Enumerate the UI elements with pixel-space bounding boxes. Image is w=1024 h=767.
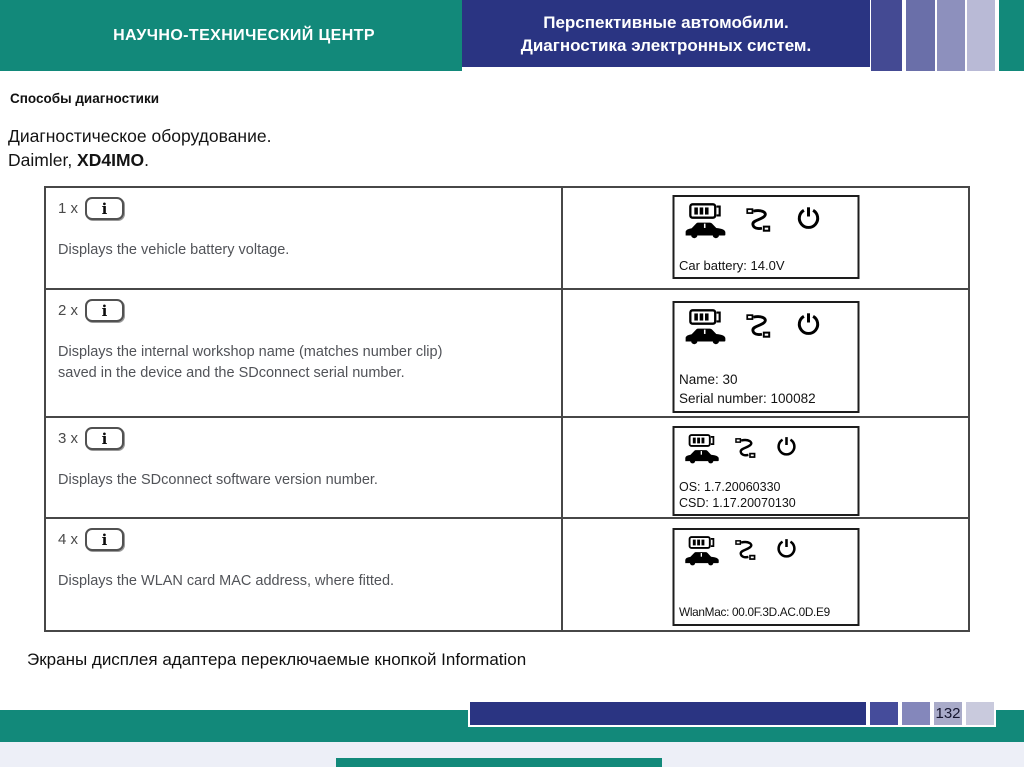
power-icon [776, 538, 796, 558]
info-button: i [85, 299, 125, 322]
org-title: НАУЧНО-ТЕХНИЧЕСКИЙ ЦЕНТР [113, 26, 375, 44]
battery-icon [688, 203, 721, 219]
screen-line: Car battery: 14.0V [679, 258, 785, 273]
header-stripe-teal [999, 0, 1024, 71]
screen-icon-bar [674, 303, 857, 345]
usb-cable-icon [734, 436, 756, 460]
screen-line: OS: 1.7.20060330 [679, 480, 781, 494]
brand-suffix: . [144, 150, 150, 170]
car-icon [685, 222, 725, 239]
car-icon [684, 450, 719, 464]
header-title-block: Перспективные автомобили. Диагностика эл… [462, 0, 870, 67]
screen-icon-bar [674, 197, 857, 239]
info-icon: i [101, 429, 108, 448]
header-org-block: НАУЧНО-ТЕХНИЧЕСКИЙ ЦЕНТР [0, 0, 462, 71]
bottom-teal-snippet [336, 758, 662, 767]
car-icon [684, 552, 719, 566]
table-caption: Экраны дисплея адаптера переключаемые кн… [27, 650, 527, 669]
press-count-label: 4 x [58, 531, 79, 548]
subtitle-block: Диагностическое оборудование. Daimler, X… [8, 124, 271, 172]
power-icon [776, 436, 796, 456]
device-screen: Car battery: 14.0V [672, 195, 859, 279]
device-screen: WlanMac: 00.0F.3D.AC.0D.E9 [672, 528, 859, 626]
header-bar: НАУЧНО-ТЕХНИЧЕСКИЙ ЦЕНТР Перспективные а… [0, 0, 1024, 71]
info-icon: i [101, 199, 108, 218]
page-number: 132 [935, 705, 961, 722]
battery-car-stack [682, 536, 721, 566]
footer-square-1 [870, 702, 898, 725]
table-row-1-screen-cell: Car battery: 14.0V [563, 188, 968, 290]
info-button: i [85, 528, 125, 551]
row-description: Displays the vehicle battery voltage. [58, 242, 290, 258]
battery-icon [688, 309, 721, 325]
table-row-3-screen-cell: OS: 1.7.20060330 CSD: 1.17.20070130 [563, 418, 968, 519]
diagnostics-table: 1 x i Displays the vehicle battery volta… [44, 186, 970, 632]
screen-icon-bar [674, 530, 857, 566]
page-number-badge: 132 [934, 702, 962, 725]
screen-text: Car battery: 14.0V [679, 257, 785, 274]
subtitle-line1: Диагностическое оборудование. [8, 126, 272, 146]
brand-prefix: Daimler, [8, 150, 78, 170]
footer-accent-group: 132 [468, 700, 996, 727]
screen-text: WlanMac: 00.0F.3D.AC.0D.E9 [679, 605, 830, 620]
device-screen: OS: 1.7.20060330 CSD: 1.17.20070130 [672, 426, 859, 516]
press-count-label: 2 x [58, 302, 79, 319]
row-description: Displays the SDconnect software version … [58, 472, 378, 488]
table-row-4-description-cell: 4 x i Displays the WLAN card MAC address… [46, 519, 563, 630]
usb-cable-icon [745, 206, 771, 234]
header-stripe-4 [967, 0, 995, 71]
header-stripe-2 [906, 0, 935, 71]
press-count-line: 3 x i [58, 427, 549, 450]
press-count-label: 1 x [58, 200, 79, 217]
press-count-line: 2 x i [58, 299, 549, 322]
battery-icon [688, 434, 714, 447]
footer-navy-bar [470, 702, 866, 725]
info-icon: i [101, 301, 108, 320]
power-icon [797, 206, 819, 229]
battery-car-stack [682, 309, 728, 345]
header-stripe-1 [871, 0, 902, 71]
table-row-4-screen-cell: WlanMac: 00.0F.3D.AC.0D.E9 [563, 519, 968, 630]
info-button: i [85, 197, 125, 220]
battery-car-stack [682, 203, 728, 239]
screen-line: Serial number: 100082 [679, 391, 816, 406]
row-description: Displays the internal workshop name (mat… [58, 344, 443, 382]
info-icon: i [101, 530, 108, 549]
battery-icon [688, 536, 714, 549]
usb-cable-icon [745, 312, 771, 340]
screen-line: WlanMac: 00.0F.3D.AC.0D.E9 [679, 605, 830, 619]
usb-cable-icon [734, 538, 756, 562]
presentation-title-line1: Перспективные автомобили. [543, 12, 789, 32]
device-screen: Name: 30 Serial number: 100082 [672, 301, 859, 413]
header-stripe-3 [937, 0, 965, 71]
table-row-2-screen-cell: Name: 30 Serial number: 100082 [563, 290, 968, 418]
screen-line: CSD: 1.17.20070130 [679, 496, 796, 510]
press-count-line: 4 x i [58, 528, 549, 551]
footer-square-2 [902, 702, 930, 725]
table-row-3-description-cell: 3 x i Displays the SDconnect software ve… [46, 418, 563, 519]
screen-line: Name: 30 [679, 372, 738, 387]
table-row-1-description-cell: 1 x i Displays the vehicle battery volta… [46, 188, 563, 290]
car-icon [685, 328, 725, 345]
press-count-line: 1 x i [58, 197, 549, 220]
screen-icon-bar [674, 428, 857, 464]
subtitle-line2: Daimler, XD4IMO. [8, 148, 271, 172]
battery-car-stack [682, 434, 721, 464]
presentation-title-line2: Диагностика электронных систем. [520, 35, 812, 55]
row-description: Displays the WLAN card MAC address, wher… [58, 573, 395, 589]
section-title: Способы диагностики [10, 91, 160, 106]
footer-square-4 [966, 702, 994, 725]
table-row-2-description-cell: 2 x i Displays the internal workshop nam… [46, 290, 563, 418]
brand-model: XD4IMO [77, 150, 145, 170]
press-count-label: 3 x [58, 430, 79, 447]
screen-text: Name: 30 Serial number: 100082 [679, 370, 816, 408]
power-icon [797, 312, 819, 335]
info-button: i [85, 427, 125, 450]
screen-text: OS: 1.7.20060330 CSD: 1.17.20070130 [679, 479, 796, 511]
